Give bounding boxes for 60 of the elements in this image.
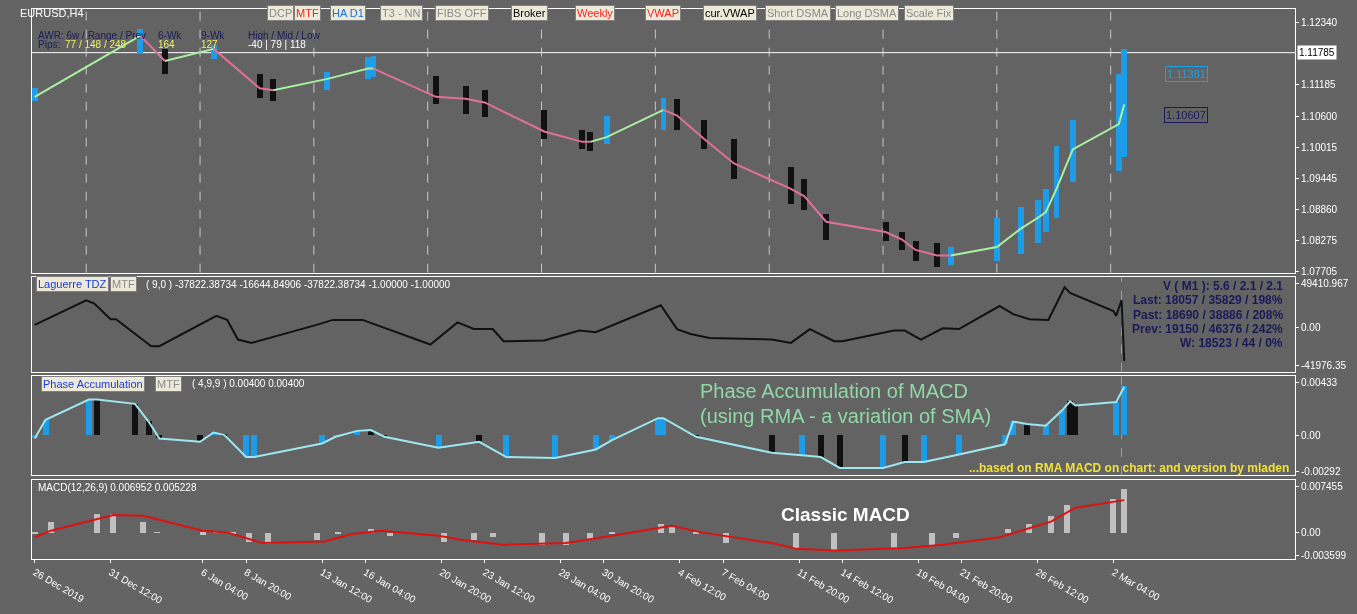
annotation: Classic MACD	[781, 504, 910, 525]
annotation: Prev: 19150 / 46376 / 242%	[1132, 322, 1284, 336]
annotation: W: 18523 / 44 / 0%	[1180, 336, 1283, 350]
annotation: Broker	[513, 7, 546, 19]
y-tick-label: 0.00	[1301, 430, 1321, 442]
annotation: (using RMA - a variation of SMA)	[700, 405, 992, 427]
y-tick-label: -41976.35	[1301, 359, 1347, 371]
annotation: ( 9,0 ) -37822.38734 -16644.84906 -37822.38734 -1.00000 -1.00000	[146, 279, 451, 290]
annotation: ( 4,9,9 ) 0.00400 0.00400	[192, 378, 305, 389]
x-tick-label: 31 Dec 12:00	[107, 566, 165, 607]
y-tick-label: 1.07705	[1301, 265, 1338, 277]
annotation: MTF	[112, 278, 135, 290]
annotation: FIBS OFF	[437, 7, 487, 19]
annotation: -40 | 79 | 118	[248, 39, 307, 50]
y-tick-label: 1.08275	[1301, 235, 1338, 247]
annotation: ...based on RMA MACD on chart: and version by mladen	[969, 461, 1290, 475]
annotation: Last: 18057 / 35829 / 198%	[1133, 293, 1283, 307]
annotation: 9-Wk	[201, 30, 226, 41]
annotation: High / Mid / Low	[248, 30, 321, 41]
y-tick-label: 1.10015	[1301, 142, 1338, 154]
x-tick-label: 26 Feb 12:00	[1034, 566, 1091, 606]
annotation: V ( M1 ): 5.6 / 2.1 / 2.1	[1163, 279, 1284, 293]
annotation: T3 - NN	[382, 7, 421, 19]
annotation: 127	[201, 39, 219, 50]
annotation: MTF	[296, 7, 319, 19]
y-tick-label: 1.10600	[1301, 110, 1338, 122]
annotation: HA D1	[332, 7, 364, 19]
ref-line-label: 1.11785	[1299, 47, 1335, 58]
y-tick-label: 0.00	[1301, 321, 1321, 333]
annotation: Long DSMA	[837, 7, 897, 19]
annotation: 1.11381	[1167, 68, 1206, 80]
annotation: 1.10607	[1166, 109, 1206, 121]
annotation: Phase Accumulation	[43, 378, 143, 390]
annotation: Pips:	[38, 39, 61, 50]
annotation: 77 / 148 / 248	[65, 39, 127, 50]
y-tick-label: 0.007455	[1301, 480, 1344, 492]
annotation: 6-Wk	[158, 30, 183, 41]
annotation: Weekly	[577, 7, 614, 19]
y-tick-label: 0.00433	[1301, 377, 1338, 389]
annotation: MTF	[157, 378, 180, 390]
y-tick-label: 1.12340	[1301, 17, 1338, 29]
y-tick-label: -0.00292	[1301, 465, 1341, 477]
annotation: 164	[158, 39, 176, 50]
y-tick-label: 49410.967	[1301, 277, 1349, 289]
y-tick-label: 1.09445	[1301, 172, 1338, 184]
annotation: VWAP	[647, 7, 679, 19]
annotation: Short DSMA	[767, 7, 829, 19]
x-tick-label: 2 Mar 04:00	[1109, 566, 1162, 603]
annotation: Past: 18690 / 38886 / 208%	[1133, 308, 1284, 322]
y-tick-label: 1.11185	[1301, 79, 1337, 91]
y-tick-label: -0.003599	[1301, 549, 1347, 561]
annotation: Phase Accumulation of MACD	[700, 380, 968, 402]
annotation: MACD(12,26,9) 0.006952 0.005228	[38, 482, 197, 493]
x-tick-label: 26 Dec 2019	[31, 566, 87, 605]
y-tick-label: 0.00	[1301, 527, 1321, 539]
y-tick-label: 1.08860	[1301, 203, 1338, 215]
annotation: DCP	[269, 7, 293, 19]
annotation: Laguerre TDZ	[38, 278, 107, 290]
annotation: cur.VWAP	[705, 7, 755, 19]
annotation: Scale Fix	[906, 7, 952, 19]
